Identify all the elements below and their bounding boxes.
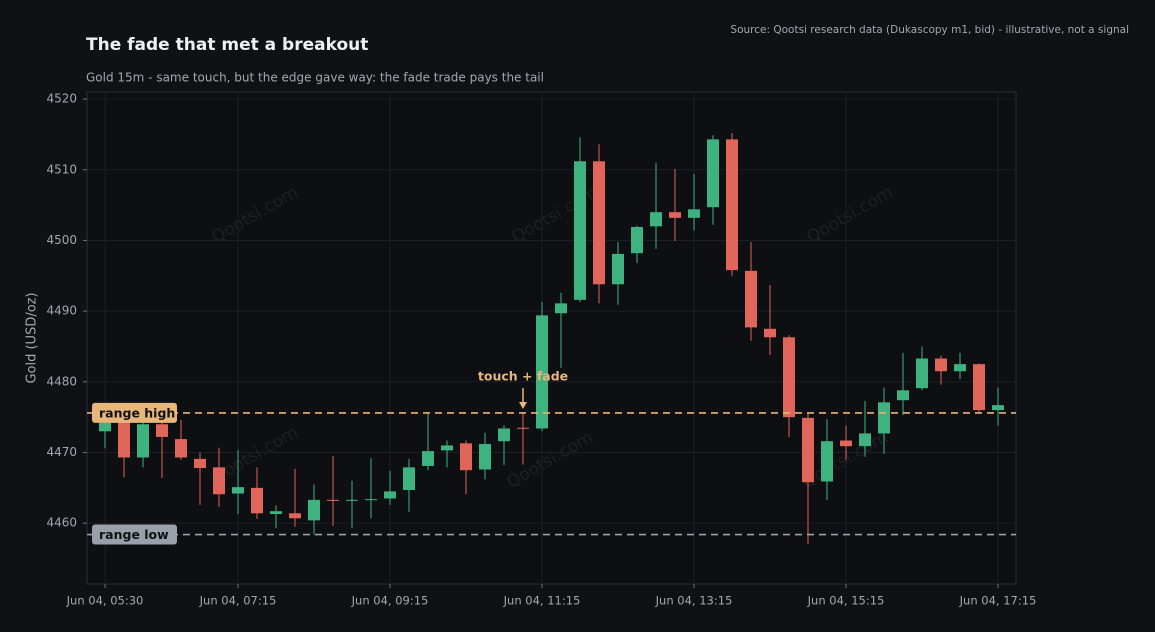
x-tick-label: Jun 04, 15:15 bbox=[807, 594, 885, 608]
level-label-box bbox=[92, 402, 177, 423]
candle-body bbox=[517, 427, 529, 429]
candle-body bbox=[859, 433, 871, 447]
candle-body bbox=[916, 358, 928, 389]
x-tick-label: Jun 04, 17:15 bbox=[959, 594, 1037, 608]
candle-body bbox=[422, 451, 434, 466]
candle-body bbox=[821, 441, 833, 482]
candle-body bbox=[460, 443, 472, 471]
candle-body bbox=[498, 428, 510, 442]
y-axis-label: Gold (USD/oz) bbox=[25, 292, 40, 383]
candle-body bbox=[479, 444, 491, 470]
plot-area bbox=[86, 91, 1017, 585]
candle-body bbox=[631, 227, 643, 254]
candle-body bbox=[327, 499, 339, 501]
chart-title: The fade that met a breakout bbox=[86, 35, 368, 55]
candle-body bbox=[612, 253, 624, 285]
candle-body bbox=[251, 487, 263, 514]
candle-body bbox=[840, 440, 852, 447]
candle-body bbox=[992, 405, 1004, 411]
candle-body bbox=[213, 467, 225, 495]
candle-body bbox=[973, 364, 985, 411]
candle-body bbox=[669, 212, 681, 218]
candle-body bbox=[688, 209, 700, 218]
candle-body bbox=[365, 499, 377, 501]
y-tick-label: 4490 bbox=[46, 304, 77, 318]
candle-body bbox=[118, 421, 130, 458]
candle-body bbox=[878, 402, 890, 434]
annotation-arrowhead bbox=[519, 402, 527, 409]
candle-body bbox=[289, 513, 301, 519]
y-tick-label: 4480 bbox=[46, 374, 77, 388]
candle-body bbox=[745, 270, 757, 328]
y-tick-label: 4500 bbox=[46, 233, 77, 247]
candle-body bbox=[764, 328, 776, 338]
y-tick-label: 4510 bbox=[46, 162, 77, 176]
candle-body bbox=[650, 212, 662, 227]
level-label: range high bbox=[99, 405, 175, 420]
candle-body bbox=[536, 315, 548, 429]
candle-body bbox=[99, 422, 111, 432]
level-label-box bbox=[92, 524, 177, 545]
candle-body bbox=[593, 161, 605, 285]
candle-body bbox=[574, 161, 586, 300]
annotation-text: touch + fade bbox=[478, 369, 568, 384]
x-tick-label: Jun 04, 11:15 bbox=[503, 594, 581, 608]
candle-body bbox=[441, 445, 453, 451]
candle-body bbox=[802, 417, 814, 483]
candle-body bbox=[935, 358, 947, 372]
candle-body bbox=[707, 139, 719, 208]
candle-body bbox=[726, 139, 738, 271]
candle-body bbox=[555, 303, 567, 314]
y-tick-label: 4460 bbox=[46, 516, 77, 530]
y-tick-label: 4520 bbox=[46, 92, 77, 106]
candle-body bbox=[384, 491, 396, 499]
candle-body bbox=[175, 439, 187, 458]
candle-body bbox=[194, 458, 206, 469]
candle-body bbox=[783, 337, 795, 418]
y-tick-label: 4470 bbox=[46, 445, 77, 459]
candle-body bbox=[403, 467, 415, 490]
candle-body bbox=[270, 511, 282, 515]
candle-body bbox=[897, 390, 909, 401]
candle-body bbox=[954, 364, 966, 372]
x-tick-label: Jun 04, 09:15 bbox=[351, 594, 429, 608]
candle-body bbox=[232, 487, 244, 494]
candle-body bbox=[156, 424, 168, 437]
x-tick-label: Jun 04, 07:15 bbox=[199, 594, 277, 608]
x-tick-label: Jun 04, 13:15 bbox=[655, 594, 733, 608]
chart-subtitle: Gold 15m - same touch, but the edge gave… bbox=[86, 71, 544, 85]
source-note: Source: Qootsi research data (Dukascopy … bbox=[730, 24, 1129, 36]
candle-body bbox=[346, 499, 358, 501]
level-label: range low bbox=[99, 527, 169, 542]
candle-body bbox=[137, 424, 149, 458]
candle-body bbox=[308, 499, 320, 521]
x-tick-label: Jun 04, 05:30 bbox=[66, 594, 144, 608]
